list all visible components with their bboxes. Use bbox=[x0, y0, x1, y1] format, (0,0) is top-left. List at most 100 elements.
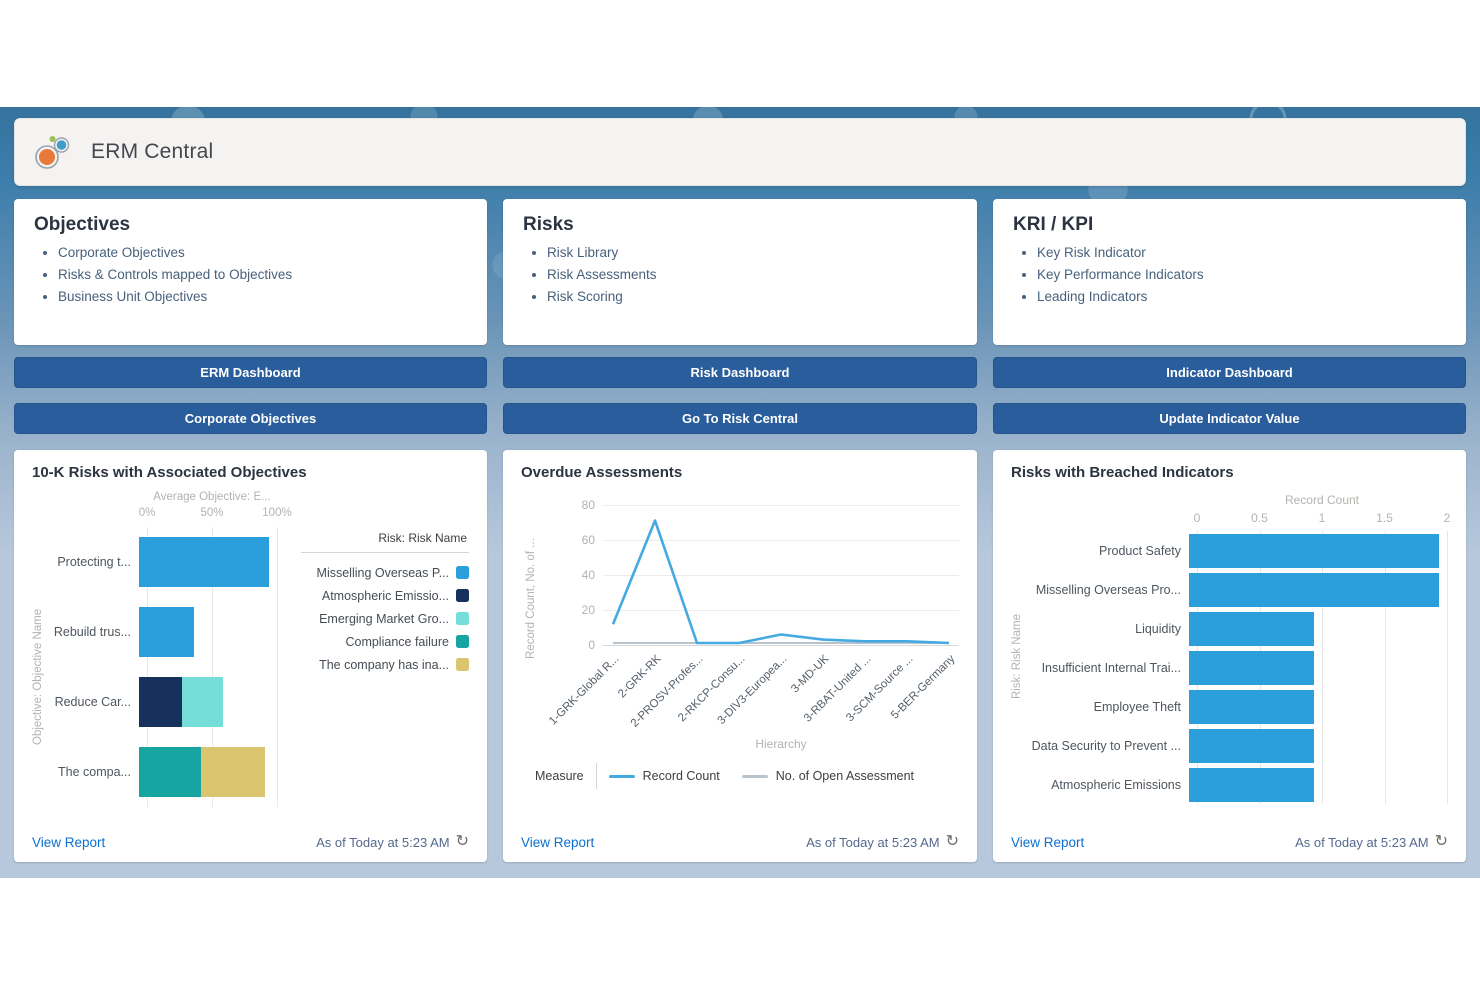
bar-segment[interactable] bbox=[139, 607, 194, 657]
legend-swatch bbox=[456, 612, 469, 625]
measure-legend: Measure Record Count No. of Open Assessme… bbox=[535, 763, 959, 789]
column-kri-kpi: KRI / KPI Key Risk IndicatorKey Performa… bbox=[993, 199, 1466, 862]
as-of-timestamp: As of Today at 5:23 AM bbox=[1295, 834, 1429, 850]
legend-item[interactable]: Emerging Market Gro... bbox=[301, 607, 469, 630]
axis-tick: 0 bbox=[1193, 511, 1201, 525]
y-axis-title: Risk: Risk Name bbox=[1011, 614, 1023, 700]
legend-item[interactable]: Atmospheric Emissio... bbox=[301, 584, 469, 607]
bar-segment[interactable] bbox=[201, 747, 266, 797]
axis-tick: 2 bbox=[1443, 511, 1451, 525]
category-label: The compa... bbox=[58, 765, 131, 779]
erm-dashboard-button[interactable]: ERM Dashboard bbox=[14, 357, 487, 388]
chart-title: Overdue Assessments bbox=[521, 464, 683, 481]
legend-item[interactable]: Record Count bbox=[608, 769, 720, 783]
legend-item[interactable]: No. of Open Assessment bbox=[741, 769, 915, 783]
bar-segment[interactable] bbox=[139, 537, 269, 587]
risks-card-title: Risks bbox=[523, 214, 574, 235]
chart-row: Insufficient Internal Trai... bbox=[1011, 648, 1448, 687]
gridline bbox=[1447, 531, 1448, 804]
gridline bbox=[212, 527, 213, 807]
x-axis-label: 5-BER-Germany bbox=[888, 653, 958, 722]
info-card-bullet: Risk Assessments bbox=[547, 264, 957, 286]
card-footer: View Report As of Today at 5:23 AM ↻ bbox=[521, 834, 959, 850]
x-axis-ticks: 0% 50% 100% bbox=[32, 507, 469, 527]
page-title: ERM Central bbox=[91, 140, 214, 163]
legend-swatch bbox=[456, 635, 469, 648]
bar[interactable] bbox=[1189, 767, 1314, 802]
measure-label: Measure bbox=[535, 769, 584, 783]
gridline bbox=[603, 610, 959, 611]
legend-item[interactable]: The company has ina... bbox=[301, 653, 469, 676]
category-label: Reduce Car... bbox=[54, 695, 131, 709]
card-footer: View Report As of Today at 5:23 AM ↻ bbox=[32, 834, 469, 850]
refresh-icon[interactable]: ↻ bbox=[945, 833, 959, 850]
legend-item[interactable]: Compliance failure bbox=[301, 630, 469, 653]
axis-tick: 1.5 bbox=[1376, 511, 1393, 525]
legend-label: No. of Open Assessment bbox=[775, 769, 915, 783]
kri-kpi-card-title: KRI / KPI bbox=[1013, 214, 1094, 235]
as-of-timestamp: As of Today at 5:23 AM bbox=[316, 834, 450, 850]
y-axis-tick: 80 bbox=[581, 498, 595, 512]
bar[interactable] bbox=[1189, 611, 1314, 646]
line-plot: 80 60 40 20 0 bbox=[582, 498, 959, 652]
category-label: Protecting t... bbox=[57, 555, 131, 569]
chart-title: Risks with Breached Indicators bbox=[1011, 464, 1234, 481]
y-axis-tick: 40 bbox=[581, 568, 595, 582]
axis-tick: 0.5 bbox=[1251, 511, 1268, 525]
go-to-risk-central-button[interactable]: Go To Risk Central bbox=[503, 403, 977, 434]
bar-track bbox=[139, 607, 194, 657]
bar-track bbox=[139, 537, 269, 587]
legend-line-swatch bbox=[608, 774, 635, 778]
chart-row: Product Safety bbox=[1011, 531, 1448, 570]
bar-plot: Product Safety Misselling Overseas Pro...… bbox=[1011, 531, 1448, 804]
y-axis-tick: 20 bbox=[581, 603, 595, 617]
info-card-bullet: Corporate Objectives bbox=[58, 242, 467, 264]
info-card-bullet: Risk Library bbox=[547, 242, 957, 264]
info-card-bullet: Business Unit Objectives bbox=[58, 286, 467, 308]
bar-segment[interactable] bbox=[139, 747, 202, 797]
bar[interactable] bbox=[1189, 728, 1314, 763]
gridline bbox=[603, 645, 959, 646]
legend-item[interactable]: Misselling Overseas P... bbox=[301, 561, 469, 584]
bar-segment[interactable] bbox=[139, 677, 182, 727]
legend-swatch bbox=[456, 658, 469, 671]
refresh-icon[interactable]: ↻ bbox=[455, 833, 469, 850]
bar[interactable] bbox=[1189, 689, 1314, 724]
x-axis-title: Record Count bbox=[1284, 493, 1360, 507]
chart-row: Rebuild trus... bbox=[32, 597, 469, 667]
gridline bbox=[1384, 531, 1386, 804]
chart-row: Atmospheric Emissions bbox=[1011, 765, 1448, 804]
x-axis-label: 1-GRK-Global R... bbox=[547, 653, 622, 728]
chart-row: Misselling Overseas Pro... bbox=[1011, 570, 1448, 609]
view-report-link[interactable]: View Report bbox=[32, 834, 106, 850]
x-axis-label: 2-GRK-RK bbox=[616, 653, 664, 701]
legend-label: The company has ina... bbox=[319, 657, 449, 672]
bar-track bbox=[139, 677, 224, 727]
risks-card: Risks Risk LibraryRisk AssessmentsRisk S… bbox=[503, 199, 977, 345]
update-indicator-value-button[interactable]: Update Indicator Value bbox=[993, 403, 1466, 434]
legend-label: Atmospheric Emissio... bbox=[321, 588, 449, 603]
bar[interactable] bbox=[1189, 572, 1439, 607]
refresh-icon[interactable]: ↻ bbox=[1434, 833, 1448, 850]
chart-title: 10-K Risks with Associated Objectives bbox=[32, 464, 307, 481]
line-series-record-count bbox=[611, 519, 950, 645]
risk-dashboard-button[interactable]: Risk Dashboard bbox=[503, 357, 977, 388]
x-axis-title: Hierarchy bbox=[755, 737, 807, 751]
corporate-objectives-button[interactable]: Corporate Objectives bbox=[14, 403, 487, 434]
gridline bbox=[603, 540, 959, 541]
chart-row: Reduce Car... bbox=[32, 667, 469, 737]
x-axis-title: Average Objective: E... bbox=[153, 491, 271, 503]
view-report-link[interactable]: View Report bbox=[1011, 834, 1085, 850]
legend-label: Misselling Overseas P... bbox=[316, 565, 449, 580]
bar[interactable] bbox=[1189, 533, 1439, 568]
indicator-dashboard-button[interactable]: Indicator Dashboard bbox=[993, 357, 1466, 388]
category-label: Insufficient Internal Trai... bbox=[1041, 660, 1181, 675]
x-axis-ticks: 0 0.5 1 1.5 2 bbox=[1011, 511, 1451, 529]
risks-list: Risk LibraryRisk AssessmentsRisk Scoring bbox=[523, 242, 957, 308]
axis-tick: 100% bbox=[262, 507, 292, 519]
view-report-link[interactable]: View Report bbox=[521, 834, 595, 850]
category-label: Product Safety bbox=[1099, 543, 1181, 558]
x-axis-label: 3-DIV3-Europea... bbox=[715, 653, 790, 728]
bar-segment[interactable] bbox=[181, 677, 224, 727]
bar[interactable] bbox=[1189, 650, 1314, 685]
